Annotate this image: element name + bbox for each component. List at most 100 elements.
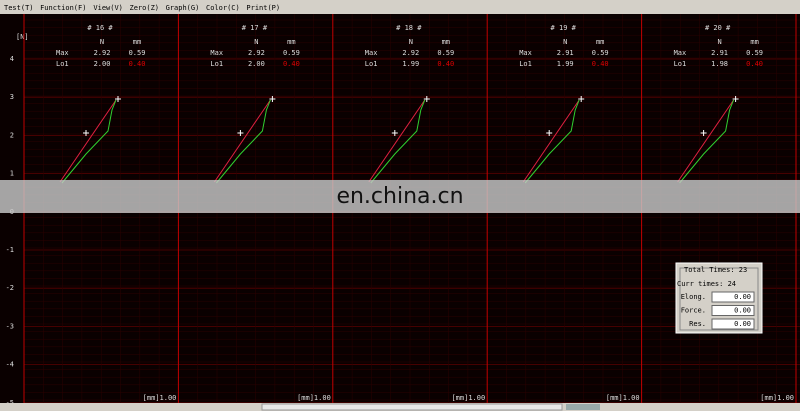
col-header: mm — [133, 38, 141, 46]
watermark-band — [0, 180, 800, 213]
green-curve — [61, 99, 117, 184]
marker — [423, 96, 430, 102]
field-label: Elong. — [681, 293, 706, 301]
marker — [732, 96, 739, 102]
row-elong: 0.59 — [592, 49, 609, 57]
green-curve — [216, 99, 271, 184]
row-label: Max — [519, 49, 532, 57]
x-label: [mm]1.00 — [451, 394, 485, 402]
row-elong: 0.40 — [437, 60, 454, 68]
y-tick-label: -1 — [6, 246, 14, 254]
row-force: 2.92 — [402, 49, 419, 57]
panel-title: # 20 # — [705, 24, 731, 32]
menu-item[interactable]: Color(C) — [206, 4, 240, 12]
y-tick-label: -2 — [6, 284, 14, 292]
menu-bar — [0, 0, 800, 14]
row-elong: 0.59 — [129, 49, 146, 57]
marker — [700, 130, 707, 136]
col-header: mm — [596, 38, 604, 46]
panel-title: # 16 # — [87, 24, 113, 32]
info-box: Total Times: 23 Curr times: 24 Elong. 0.00 F… — [675, 262, 763, 334]
y-tick-label: -4 — [6, 361, 14, 369]
row-elong: 0.40 — [283, 60, 300, 68]
red-curve — [59, 99, 117, 183]
menu-item[interactable]: Print(P) — [246, 4, 280, 12]
marker — [391, 130, 398, 136]
row-label: Max — [674, 49, 687, 57]
green-curve — [679, 99, 735, 184]
row-force: 1.99 — [557, 60, 574, 68]
row-label: Lo1 — [674, 60, 687, 68]
menu: Test(T) Function(F) View(V) Zero(Z) Graph(G)… — [4, 4, 280, 12]
red-curve — [677, 99, 735, 183]
row-force: 2.91 — [711, 49, 728, 57]
row-label: Lo1 — [519, 60, 532, 68]
row-label: Lo1 — [210, 60, 223, 68]
col-header: N — [563, 38, 567, 46]
x-label: [mm]1.00 — [760, 394, 794, 402]
row-force: 2.91 — [557, 49, 574, 57]
marker — [546, 130, 553, 136]
y-tick-label: 1 — [10, 170, 14, 178]
axis-unit: [N] — [16, 33, 29, 41]
x-label: [mm]1.00 — [143, 394, 177, 402]
panel-title: # 19 # — [551, 24, 577, 32]
field-value: 0.00 — [734, 320, 751, 328]
col-header: N — [717, 38, 721, 46]
y-tick-label: -3 — [6, 322, 14, 330]
x-label: [mm]1.00 — [606, 394, 640, 402]
menu-item[interactable]: Graph(G) — [166, 4, 200, 12]
panel-title: # 18 # — [396, 24, 422, 32]
red-curve — [213, 99, 271, 183]
marker — [237, 130, 244, 136]
total-times: Total Times: 23 — [684, 266, 747, 274]
field-value: 0.00 — [734, 293, 751, 301]
toolbar-icons[interactable] — [566, 404, 600, 410]
row-label: Lo1 — [365, 60, 378, 68]
menu-item[interactable]: View(V) — [93, 4, 123, 12]
col-header: mm — [287, 38, 295, 46]
panels: # 16 # N mm Max 2.92 0.59 Lo1 2.00 0.40 [mm]1.00 #… — [23, 14, 797, 403]
panel-title: # 17 # — [242, 24, 268, 32]
green-curve — [524, 99, 580, 184]
y-tick-label: 2 — [10, 131, 14, 139]
marker — [269, 96, 276, 102]
field-box[interactable] — [711, 305, 755, 316]
row-force: 2.92 — [94, 49, 111, 57]
menu-item[interactable]: Function(F) — [40, 4, 86, 12]
col-header: mm — [442, 38, 450, 46]
row-force: 2.00 — [248, 60, 265, 68]
row-elong: 0.40 — [129, 60, 146, 68]
field-label: Res. — [689, 320, 706, 328]
field-box[interactable] — [711, 291, 755, 303]
row-elong: 0.59 — [437, 49, 454, 57]
red-curve — [522, 99, 580, 183]
row-label: Lo1 — [56, 60, 69, 68]
row-force: 2.92 — [248, 49, 265, 57]
row-force: 1.99 — [402, 60, 419, 68]
menu-item[interactable]: Zero(Z) — [130, 4, 160, 12]
scroll-thumb[interactable] — [261, 403, 563, 411]
row-elong: 0.59 — [283, 49, 300, 57]
row-elong: 0.59 — [746, 49, 763, 57]
y-tick-label: 4 — [10, 55, 14, 63]
watermark: en.china.cn — [336, 184, 463, 209]
menu-item[interactable]: Test(T) — [4, 4, 34, 12]
field-label: Force. — [681, 307, 706, 315]
row-label: Max — [56, 49, 69, 57]
row-elong: 0.40 — [746, 60, 763, 68]
row-force: 2.00 — [94, 60, 111, 68]
marker — [115, 96, 121, 102]
col-header: mm — [750, 38, 758, 46]
col-header: N — [254, 38, 258, 46]
marker — [83, 130, 89, 136]
field-box[interactable] — [711, 318, 755, 330]
row-force: 1.98 — [711, 60, 728, 68]
field-value: 0.00 — [734, 307, 751, 315]
col-header: N — [100, 38, 104, 46]
row-elong: 0.40 — [592, 60, 609, 68]
row-label: Max — [365, 49, 378, 57]
y-tick-label: 3 — [10, 93, 14, 101]
